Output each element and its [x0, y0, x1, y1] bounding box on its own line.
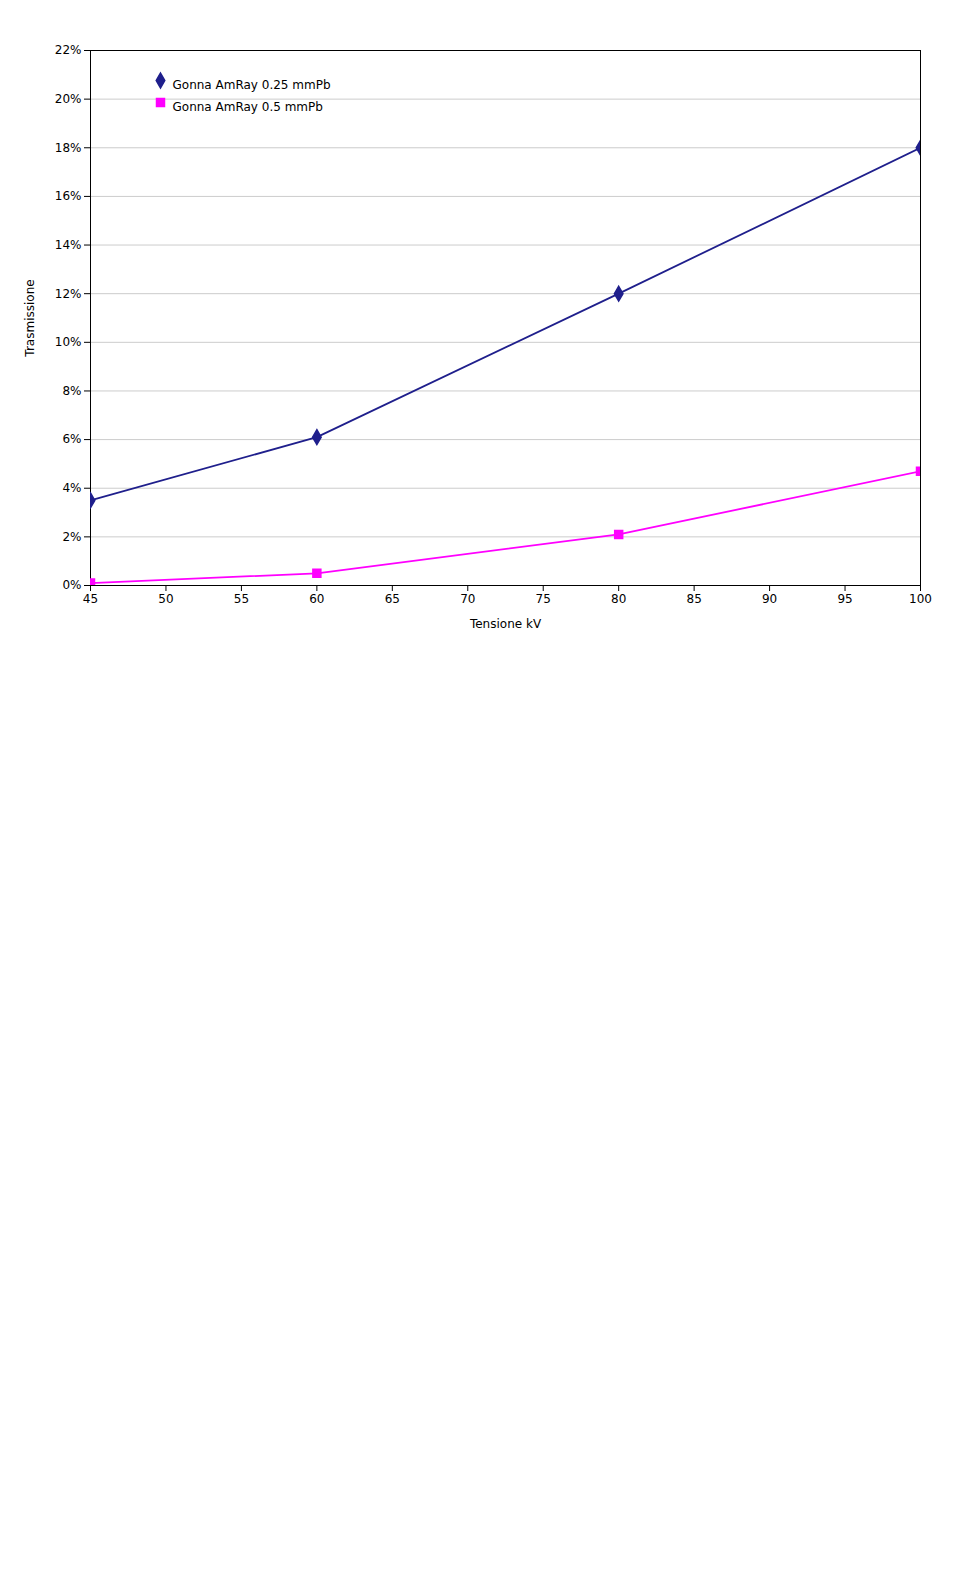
svg-text:12%: 12%: [55, 287, 82, 301]
svg-text:45: 45: [83, 592, 98, 606]
svg-text:65: 65: [385, 592, 400, 606]
svg-text:Trasmissione: Trasmissione: [23, 279, 37, 357]
svg-text:22%: 22%: [55, 43, 82, 57]
svg-text:4%: 4%: [62, 481, 81, 495]
svg-text:90: 90: [762, 592, 777, 606]
svg-text:60: 60: [309, 592, 324, 606]
svg-text:20%: 20%: [55, 92, 82, 106]
svg-text:100: 100: [909, 592, 932, 606]
svg-text:75: 75: [536, 592, 551, 606]
svg-text:14%: 14%: [55, 238, 82, 252]
svg-text:16%: 16%: [55, 189, 82, 203]
svg-text:2%: 2%: [62, 530, 81, 544]
svg-text:8%: 8%: [62, 384, 81, 398]
svg-text:6%: 6%: [62, 432, 81, 446]
svg-text:50: 50: [158, 592, 173, 606]
svg-text:70: 70: [460, 592, 475, 606]
svg-text:Tensione kV: Tensione kV: [469, 617, 542, 631]
svg-text:Gonna AmRay 0.5 mmPb: Gonna AmRay 0.5 mmPb: [173, 100, 323, 114]
svg-text:Gonna AmRay 0.25 mmPb: Gonna AmRay 0.25 mmPb: [173, 78, 331, 92]
svg-text:10%: 10%: [55, 335, 82, 349]
svg-text:95: 95: [837, 592, 852, 606]
svg-text:55: 55: [234, 592, 249, 606]
svg-text:18%: 18%: [55, 141, 82, 155]
svg-text:0%: 0%: [62, 578, 81, 592]
svg-text:85: 85: [686, 592, 701, 606]
svg-text:80: 80: [611, 592, 626, 606]
